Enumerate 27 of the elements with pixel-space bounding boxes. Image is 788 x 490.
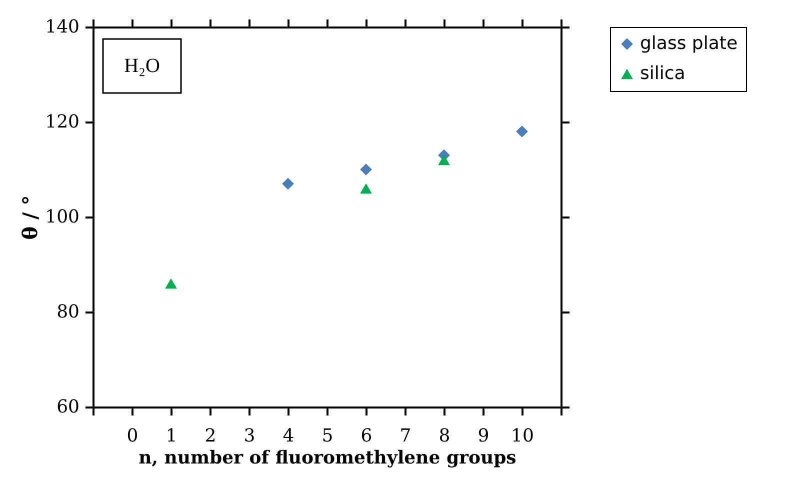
point <box>360 164 372 176</box>
x-axis-title: n, number of fluoromethylene groups <box>138 448 516 468</box>
y-tick-label: 120 <box>45 112 80 132</box>
x-tick-label: 2 <box>204 426 216 446</box>
x-tick-label: 3 <box>244 426 256 446</box>
y-tick-label: 80 <box>56 302 80 322</box>
x-tick-label: 10 <box>511 426 534 446</box>
point <box>282 178 294 190</box>
point <box>360 183 372 194</box>
x-tick-label: 9 <box>478 426 490 446</box>
point <box>165 278 177 289</box>
x-tick-label: 0 <box>126 426 138 446</box>
x-tick-label: 1 <box>166 426 178 446</box>
point <box>438 154 450 166</box>
x-tick-label: 5 <box>322 426 334 446</box>
y-tick-label: 100 <box>45 206 80 228</box>
x-tick-label: 6 <box>360 426 372 446</box>
legend-label: silica <box>640 63 686 84</box>
y-axis-title: θ / ° <box>18 195 42 240</box>
annotation: H₂O <box>124 55 160 77</box>
x-tick-label: 4 <box>282 426 294 446</box>
y-tick-label: 140 <box>45 16 80 38</box>
point <box>516 126 528 138</box>
x-tick-label: 8 <box>438 426 450 446</box>
legend-label: glass plate <box>640 33 738 54</box>
x-tick-label: 7 <box>400 426 412 446</box>
y-tick-label: 60 <box>56 396 80 418</box>
